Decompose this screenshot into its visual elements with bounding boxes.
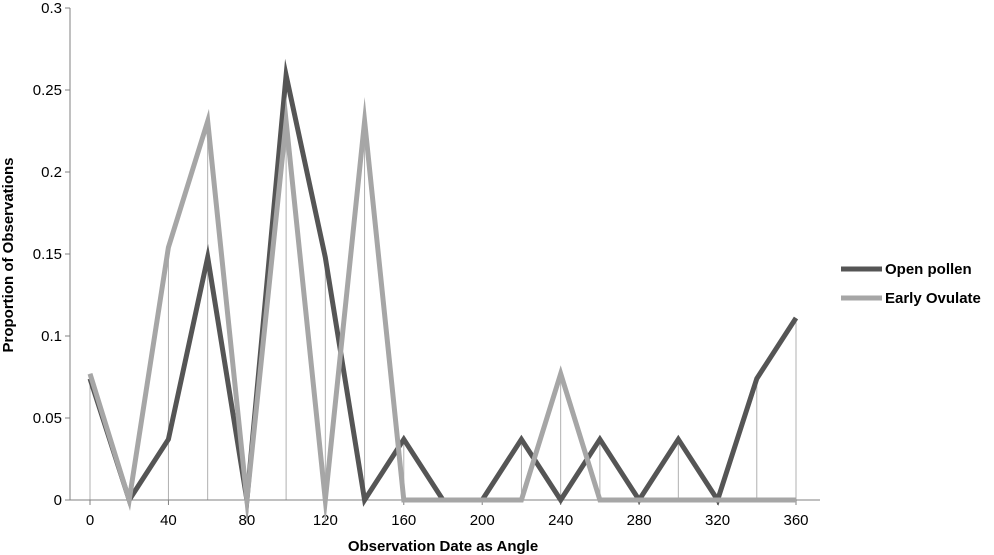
x-tick-label: 160 bbox=[391, 512, 416, 529]
y-tick-label: 0.3 bbox=[41, 0, 62, 17]
legend: Open pollen Early Ovulate bbox=[841, 261, 981, 307]
y-tick-label: 0.25 bbox=[33, 82, 62, 99]
x-tick-label: 200 bbox=[470, 512, 495, 529]
y-tick-label: 0.2 bbox=[41, 164, 62, 181]
series-line-early-ovulate bbox=[87, 96, 796, 525]
x-tick-label: 240 bbox=[548, 512, 573, 529]
y-tick-label: 0 bbox=[54, 492, 62, 509]
series-line-open-pollen bbox=[87, 58, 799, 520]
x-ticks-group: 0 40 80 120 160 200 240 280 320 360 bbox=[86, 500, 809, 529]
y-tick-label: 0.05 bbox=[33, 410, 62, 427]
x-tick-label: 0 bbox=[86, 512, 94, 529]
y-ticks-group: 0 0.05 0.1 0.15 0.2 0.25 0.3 bbox=[33, 0, 70, 509]
x-tick-label: 280 bbox=[627, 512, 652, 529]
x-axis-title: Observation Date as Angle bbox=[348, 538, 538, 555]
y-tick-label: 0.15 bbox=[33, 246, 62, 263]
x-tick-label: 360 bbox=[783, 512, 808, 529]
legend-label: Early Ovulate bbox=[885, 290, 981, 307]
y-axis-title: Proportion of Observations bbox=[0, 157, 17, 352]
x-tick-label: 320 bbox=[705, 512, 730, 529]
drop-lines-group bbox=[89, 75, 797, 500]
x-tick-label: 40 bbox=[160, 512, 177, 529]
axes-group bbox=[69, 8, 820, 501]
legend-label: Open pollen bbox=[885, 261, 972, 278]
y-tick-label: 0.1 bbox=[41, 328, 62, 345]
series-group bbox=[87, 58, 799, 525]
